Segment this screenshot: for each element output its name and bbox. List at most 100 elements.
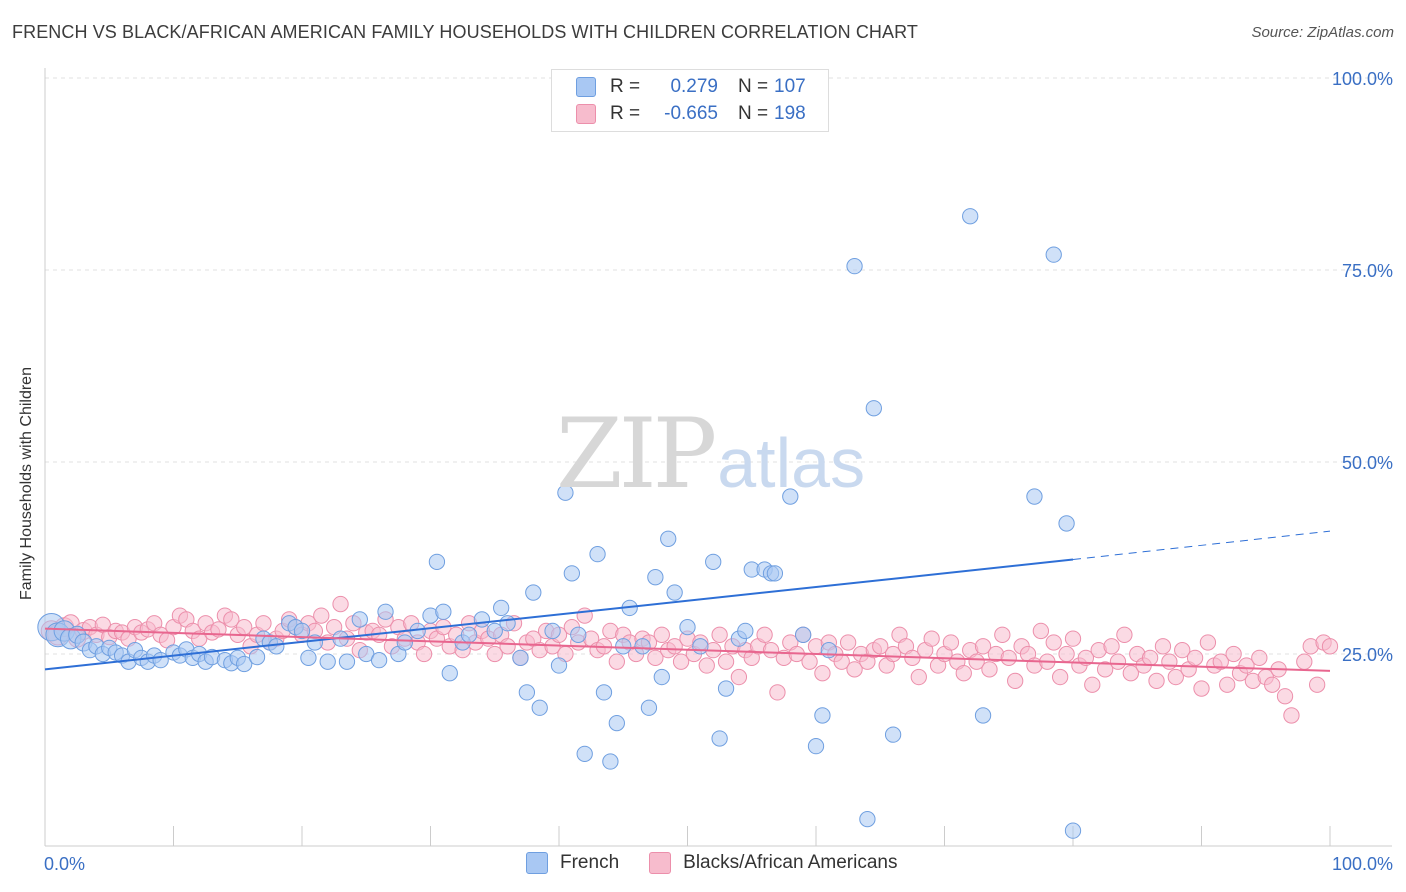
french-point (679, 618, 696, 636)
french-point (531, 699, 548, 716)
french-point (1026, 488, 1043, 505)
r-label: R = (610, 103, 641, 124)
french-point (248, 648, 266, 666)
french-point (557, 484, 574, 501)
black-trend-line (44, 627, 1331, 672)
black-point (974, 638, 992, 655)
black-point (1045, 634, 1062, 651)
french-point (795, 626, 812, 643)
black-point (1084, 676, 1101, 693)
y-axis-label: Family Households with Children (18, 367, 35, 600)
n-value: 107 (774, 76, 806, 97)
y-tick-label: 25.0% (1342, 645, 1393, 665)
french-point (351, 611, 368, 628)
french-point (846, 258, 863, 275)
french-point (300, 649, 317, 666)
black-point (653, 626, 670, 643)
black-point (608, 653, 625, 670)
french-point (499, 615, 516, 632)
legend-item-french[interactable]: French (526, 852, 619, 874)
french-point (608, 714, 625, 732)
black-point (872, 638, 889, 655)
black-point (1283, 707, 1300, 724)
black-point (1000, 649, 1017, 666)
black-point (1186, 649, 1204, 666)
black-point (1154, 638, 1172, 655)
legend-item-black[interactable]: Blacks/African Americans (649, 852, 898, 874)
french-point (859, 810, 876, 828)
french-point (1058, 515, 1075, 532)
black-point (814, 665, 831, 682)
black-point (756, 626, 773, 643)
black-point (415, 645, 433, 663)
french-point (660, 530, 677, 547)
black-point (910, 668, 927, 686)
black-point (672, 653, 690, 670)
french-point (782, 488, 799, 505)
black-point (1122, 665, 1139, 682)
french-point (370, 651, 388, 669)
legend-label-black: Blacks/African Americans (683, 852, 898, 873)
black-point (313, 607, 330, 624)
black-point (884, 645, 902, 663)
black-point (730, 668, 748, 686)
black-point (486, 645, 503, 663)
black-point (1103, 638, 1120, 655)
french-point (460, 626, 478, 643)
french-point (319, 653, 336, 670)
black-point (1225, 645, 1242, 663)
black-point (1096, 661, 1114, 678)
french-point (377, 603, 394, 620)
french-point (711, 730, 728, 747)
black-point (1199, 634, 1217, 651)
french-point (634, 638, 651, 655)
black-point (1212, 653, 1229, 670)
french-point (647, 569, 664, 586)
french-point (563, 565, 580, 582)
black-point (1309, 676, 1326, 693)
french-point (692, 638, 709, 655)
black-point (839, 634, 857, 651)
source-credit: Source: ZipAtlas.com (1251, 24, 1394, 41)
french-point (640, 699, 658, 716)
french-point (717, 680, 735, 697)
french-point (595, 684, 613, 701)
black-point (223, 611, 240, 628)
french-point (236, 655, 253, 673)
black-point (1321, 638, 1339, 655)
black-point (994, 626, 1011, 643)
n-label: N = (738, 76, 769, 97)
series-legend: French Blacks/African Americans (526, 852, 928, 874)
french-point (435, 603, 452, 620)
legend-swatch-black (576, 104, 596, 124)
black-point (1167, 668, 1184, 686)
french-point (512, 649, 529, 666)
y-tick-label: 75.0% (1342, 261, 1393, 281)
black-point (1077, 649, 1094, 666)
black-point (942, 634, 960, 651)
french-point (974, 707, 992, 724)
black-point (711, 626, 728, 643)
french-point (589, 546, 606, 563)
black-point (846, 661, 863, 678)
black-point (717, 653, 735, 670)
french-point (962, 208, 979, 225)
french-point (428, 553, 446, 570)
black-point (762, 642, 780, 659)
black-point (1264, 676, 1281, 693)
n-label: N = (738, 103, 769, 124)
french-point (705, 553, 722, 570)
black-point (1007, 672, 1024, 690)
legend-swatch-black (649, 852, 672, 874)
black-point (1116, 626, 1133, 643)
black-point (968, 653, 985, 670)
black-point (1161, 653, 1178, 670)
french-point (473, 611, 491, 628)
black-point (955, 665, 972, 682)
black-point (1032, 622, 1050, 640)
french-trend-extension (1072, 530, 1331, 561)
french-point (525, 584, 542, 601)
black-point (499, 638, 516, 655)
french-point (570, 626, 587, 643)
french-point (486, 622, 503, 640)
